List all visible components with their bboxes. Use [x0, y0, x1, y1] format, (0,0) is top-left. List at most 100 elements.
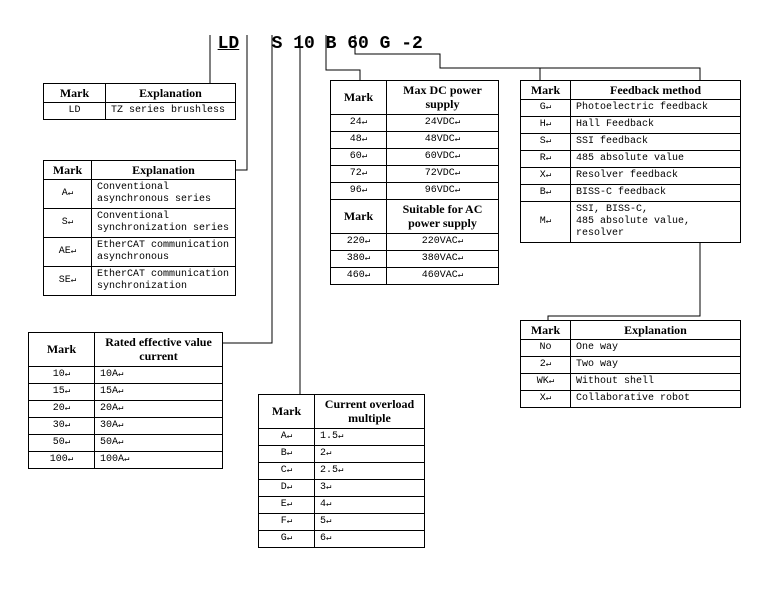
cell: 3↵	[315, 479, 425, 496]
cell: S↵	[44, 209, 92, 238]
table-row: 24↵24VDC↵	[331, 114, 499, 131]
col-header: Mark	[44, 84, 106, 103]
table-row: 2↵Two way	[521, 357, 741, 374]
cell: G↵	[259, 530, 315, 547]
connector	[258, 35, 300, 404]
table-row: NoOne way	[521, 340, 741, 357]
cell: 72VDC↵	[387, 165, 499, 182]
table-row: 460↵460VAC↵	[331, 267, 499, 284]
table-row: 60↵60VDC↵	[331, 148, 499, 165]
table-row: LDTZ series brushless	[44, 103, 236, 120]
table-feedback: MarkFeedback methodG↵Photoelectric feedb…	[520, 80, 741, 243]
table-row: F↵5↵	[259, 513, 425, 530]
cell: EtherCAT communication asynchronous	[92, 238, 236, 267]
cell: SE↵	[44, 267, 92, 296]
cell: 24↵	[331, 114, 387, 131]
cell: 96VDC↵	[387, 182, 499, 199]
cell: One way	[571, 340, 741, 357]
table-row: X↵Collaborative robot	[521, 391, 741, 408]
cell: 10A↵	[95, 366, 223, 383]
cell: Without shell	[571, 374, 741, 391]
cell: B↵	[259, 445, 315, 462]
table-option: MarkExplanationNoOne way2↵Two wayWK↵With…	[520, 320, 741, 408]
table-row: M↵SSI, BISS-C,485 absolute value,resolve…	[521, 202, 741, 243]
part-number-header: LD S 10 B 60 G -2	[196, 14, 423, 54]
table-current: MarkRated effective value current10↵10A↵…	[28, 332, 223, 469]
cell: S↵	[521, 134, 571, 151]
table-row: R↵485 absolute value	[521, 151, 741, 168]
table-row: 30↵30A↵	[29, 417, 223, 434]
cell: 2↵	[521, 357, 571, 374]
table-row: S↵Conventional synchronization series	[44, 209, 236, 238]
header-rest: S 10 B 60 G -2	[239, 34, 423, 54]
table-row: X↵Resolver feedback	[521, 168, 741, 185]
cell: 48VDC↵	[387, 131, 499, 148]
table-row: 50↵50A↵	[29, 434, 223, 451]
col-header: Suitable for AC power supply	[387, 199, 499, 233]
cell: No	[521, 340, 571, 357]
cell: 60VDC↵	[387, 148, 499, 165]
cell: 96↵	[331, 182, 387, 199]
table-row: A↵Conventional asynchronous series	[44, 180, 236, 209]
cell: Photoelectric feedback	[571, 100, 741, 117]
cell: A↵	[259, 428, 315, 445]
table-row: 220↵220VAC↵	[331, 233, 499, 250]
cell: 380↵	[331, 250, 387, 267]
col-header: Mark	[521, 81, 571, 100]
table-row: C↵2.5↵	[259, 462, 425, 479]
cell: G↵	[521, 100, 571, 117]
cell: M↵	[521, 202, 571, 243]
cell: F↵	[259, 513, 315, 530]
cell: D↵	[259, 479, 315, 496]
cell: R↵	[521, 151, 571, 168]
cell: H↵	[521, 117, 571, 134]
col-header: Max DC power supply	[387, 81, 499, 115]
col-header: Mark	[259, 395, 315, 429]
table-row: AE↵EtherCAT communication asynchronous	[44, 238, 236, 267]
table-row: 15↵15A↵	[29, 383, 223, 400]
cell: SSI, BISS-C,485 absolute value,resolver	[571, 202, 741, 243]
cell: 1.5↵	[315, 428, 425, 445]
cell: 48↵	[331, 131, 387, 148]
cell: X↵	[521, 391, 571, 408]
cell: Conventional asynchronous series	[92, 180, 236, 209]
table-row: B↵BISS-C feedback	[521, 185, 741, 202]
cell: 60↵	[331, 148, 387, 165]
cell: 20↵	[29, 400, 95, 417]
table-row: 48↵48VDC↵	[331, 131, 499, 148]
col-header: Explanation	[92, 161, 236, 180]
cell: 485 absolute value	[571, 151, 741, 168]
col-header: Mark	[521, 321, 571, 340]
cell: 4↵	[315, 496, 425, 513]
cell: C↵	[259, 462, 315, 479]
col-header: Mark	[331, 81, 387, 115]
cell: 5↵	[315, 513, 425, 530]
col-header: Explanation	[106, 84, 236, 103]
cell: Conventional synchronization series	[92, 209, 236, 238]
table-row: WK↵Without shell	[521, 374, 741, 391]
col-header: Rated effective value current	[95, 333, 223, 367]
connector	[236, 35, 247, 170]
cell: 15↵	[29, 383, 95, 400]
cell: Hall Feedback	[571, 117, 741, 134]
cell: 100↵	[29, 451, 95, 468]
table-row: G↵6↵	[259, 530, 425, 547]
table-row: G↵Photoelectric feedback	[521, 100, 741, 117]
cell: A↵	[44, 180, 92, 209]
cell: 30A↵	[95, 417, 223, 434]
cell: 50↵	[29, 434, 95, 451]
cell: 100A↵	[95, 451, 223, 468]
cell: EtherCAT communication synchronization	[92, 267, 236, 296]
table-row: 100↵100A↵	[29, 451, 223, 468]
table-row: 380↵380VAC↵	[331, 250, 499, 267]
table-row: E↵4↵	[259, 496, 425, 513]
cell: 220↵	[331, 233, 387, 250]
col-header: Mark	[29, 333, 95, 367]
cell: 50A↵	[95, 434, 223, 451]
table-row: SE↵EtherCAT communication synchronizatio…	[44, 267, 236, 296]
table-row: 72↵72VDC↵	[331, 165, 499, 182]
cell: 30↵	[29, 417, 95, 434]
cell: B↵	[521, 185, 571, 202]
table-row: B↵2↵	[259, 445, 425, 462]
cell: Resolver feedback	[571, 168, 741, 185]
